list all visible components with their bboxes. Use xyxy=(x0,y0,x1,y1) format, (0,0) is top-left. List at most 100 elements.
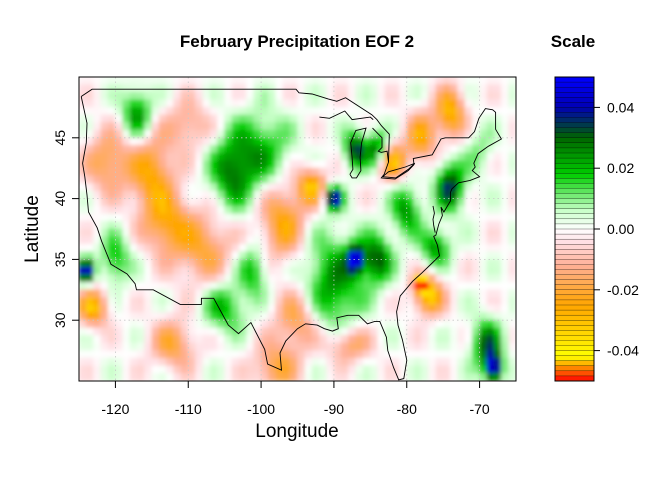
field-cell xyxy=(464,304,473,313)
field-cell xyxy=(85,84,94,93)
field-cell xyxy=(377,312,386,321)
field-cell xyxy=(246,342,255,351)
field-cell xyxy=(493,327,502,336)
field-cell xyxy=(253,114,262,123)
field-cell xyxy=(136,198,145,207)
field-cell xyxy=(486,259,495,268)
field-cell xyxy=(333,312,342,321)
field-cell xyxy=(464,107,473,116)
field-cell xyxy=(479,335,488,344)
color-scale-swatch xyxy=(554,254,595,260)
field-cell xyxy=(377,259,386,268)
field-cell xyxy=(202,350,211,359)
field-cell xyxy=(187,160,196,169)
field-cell xyxy=(195,190,204,199)
field-cell xyxy=(180,198,189,207)
field-cell xyxy=(217,122,225,131)
field-cell xyxy=(260,91,269,101)
field-cell xyxy=(289,99,298,108)
field-cell xyxy=(85,213,94,222)
field-cell xyxy=(486,342,495,351)
us-border xyxy=(80,88,503,381)
field-cell xyxy=(333,243,342,253)
field-cell xyxy=(180,266,189,275)
field-cell xyxy=(450,289,459,298)
field-cell xyxy=(289,205,298,215)
field-cell xyxy=(224,327,233,336)
field-cell xyxy=(362,114,371,123)
field-cell xyxy=(107,357,116,367)
field-cell xyxy=(282,327,291,336)
field-cell xyxy=(93,183,102,192)
field-cell xyxy=(391,152,400,161)
field-cell xyxy=(180,243,189,253)
field-cell xyxy=(107,175,116,184)
field-cell xyxy=(129,327,138,336)
field-cell xyxy=(144,266,153,275)
field-cell xyxy=(384,114,393,123)
field-cell xyxy=(173,342,182,351)
field-cell xyxy=(472,304,480,313)
field-cell xyxy=(406,236,415,245)
field-cell xyxy=(187,205,196,215)
field-cell xyxy=(391,259,400,268)
field-cell xyxy=(391,243,400,253)
field-cell xyxy=(136,77,145,85)
field-cell xyxy=(450,114,459,123)
field-cell xyxy=(501,243,510,253)
field-cell xyxy=(413,107,422,116)
field-cell xyxy=(217,350,225,359)
field-cell xyxy=(472,190,480,199)
color-scale-swatch xyxy=(554,218,595,225)
field-cell xyxy=(391,137,400,146)
field-cell xyxy=(304,243,313,253)
field-cell xyxy=(406,350,415,359)
field-cell xyxy=(508,236,516,245)
field-cell xyxy=(457,304,466,313)
field-cell xyxy=(217,114,225,123)
field-cell xyxy=(275,190,284,199)
field-cell xyxy=(340,213,349,222)
field-cell xyxy=(508,274,516,283)
field-cell xyxy=(144,91,153,101)
field-cell xyxy=(384,342,393,351)
field-cell xyxy=(129,205,138,215)
field-cell xyxy=(413,243,422,253)
field-cell xyxy=(333,342,342,351)
field-cell xyxy=(428,274,437,283)
field-cell xyxy=(486,137,495,146)
field-cell xyxy=(289,167,298,177)
field-cell xyxy=(253,266,262,275)
field-cell xyxy=(304,205,313,215)
field-cell xyxy=(136,350,145,359)
field-cell xyxy=(297,350,306,359)
field-cell xyxy=(166,304,174,313)
field-cell xyxy=(333,266,342,275)
field-cell xyxy=(384,281,393,291)
field-cell xyxy=(158,107,167,116)
field-cell xyxy=(100,335,109,344)
field-cell xyxy=(479,327,488,336)
field-cell xyxy=(435,327,444,336)
field-cell xyxy=(486,304,495,313)
field-cell xyxy=(428,114,437,123)
field-cell xyxy=(238,145,247,154)
field-cell xyxy=(224,357,233,367)
field-cell xyxy=(100,266,109,275)
field-cell xyxy=(151,213,160,222)
field-cell xyxy=(122,342,131,351)
field-cell xyxy=(413,281,422,291)
field-cell xyxy=(275,274,284,283)
field-cell xyxy=(253,357,262,367)
field-cell xyxy=(107,190,116,199)
field-cell xyxy=(370,266,378,275)
field-cell xyxy=(180,213,189,222)
field-cell xyxy=(435,107,444,116)
field-cell xyxy=(202,312,211,321)
field-cell xyxy=(289,175,298,184)
field-cell xyxy=(384,198,393,207)
field-cell xyxy=(85,350,94,359)
field-cell xyxy=(93,274,102,283)
field-cell xyxy=(464,357,473,367)
